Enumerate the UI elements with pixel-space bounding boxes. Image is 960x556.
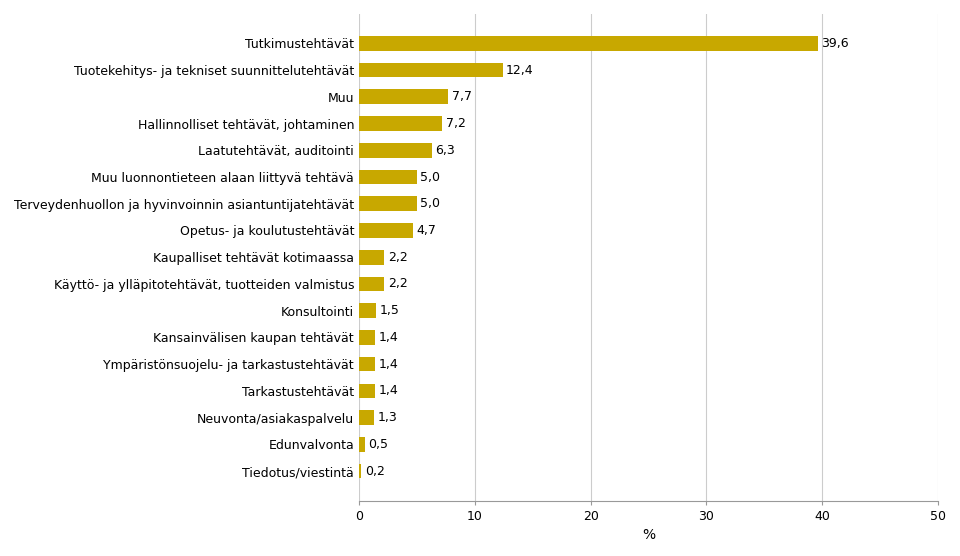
- Bar: [359, 116, 443, 131]
- Text: 0,2: 0,2: [365, 465, 385, 478]
- Bar: [359, 330, 375, 345]
- Bar: [359, 464, 361, 478]
- Bar: [359, 276, 384, 291]
- Text: 5,0: 5,0: [420, 171, 441, 183]
- Text: 1,4: 1,4: [378, 358, 398, 371]
- Bar: [359, 223, 414, 238]
- Bar: [359, 437, 365, 451]
- Text: 6,3: 6,3: [435, 144, 455, 157]
- Bar: [359, 410, 374, 425]
- Text: 7,7: 7,7: [451, 90, 471, 103]
- Bar: [359, 90, 448, 104]
- Text: 7,2: 7,2: [445, 117, 466, 130]
- Text: 1,3: 1,3: [377, 411, 397, 424]
- Text: 4,7: 4,7: [417, 224, 437, 237]
- Bar: [359, 304, 376, 318]
- Bar: [359, 384, 375, 398]
- Text: 2,2: 2,2: [388, 277, 408, 290]
- Text: 1,5: 1,5: [380, 304, 399, 317]
- Text: 5,0: 5,0: [420, 197, 441, 210]
- Text: 12,4: 12,4: [506, 63, 534, 77]
- Bar: [359, 357, 375, 371]
- Bar: [359, 250, 384, 265]
- X-axis label: %: %: [642, 528, 655, 542]
- Bar: [359, 196, 417, 211]
- Text: 2,2: 2,2: [388, 251, 408, 264]
- Bar: [359, 170, 417, 185]
- Bar: [359, 63, 502, 77]
- Text: 1,4: 1,4: [378, 384, 398, 398]
- Text: 0,5: 0,5: [368, 438, 388, 451]
- Text: 39,6: 39,6: [821, 37, 849, 50]
- Text: 1,4: 1,4: [378, 331, 398, 344]
- Bar: [359, 36, 818, 51]
- Bar: [359, 143, 432, 158]
